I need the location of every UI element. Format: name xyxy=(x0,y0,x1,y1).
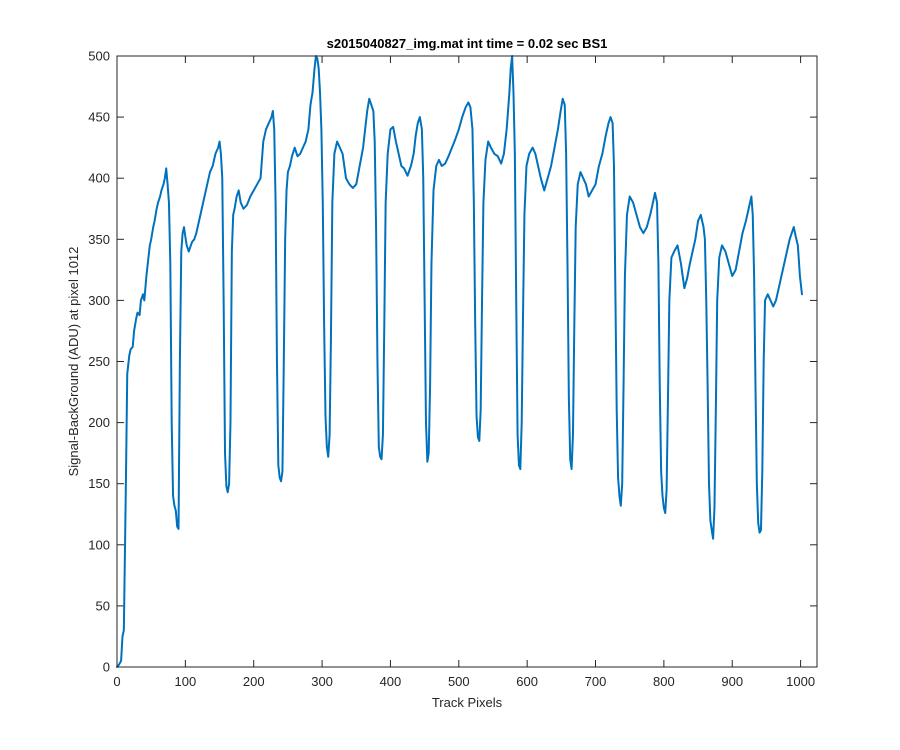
y-axis-label: Signal-BackGround (ADU) at pixel 1012 xyxy=(66,247,81,477)
y-tick-label: 350 xyxy=(88,232,110,247)
x-tick-label: 700 xyxy=(585,674,607,689)
chart-title: s2015040827_img.mat int time = 0.02 sec … xyxy=(327,36,608,51)
x-tick-label: 300 xyxy=(311,674,333,689)
y-tick-label: 100 xyxy=(88,537,110,552)
x-tick-label: 100 xyxy=(175,674,197,689)
y-tick-label: 250 xyxy=(88,354,110,369)
x-tick-label: 0 xyxy=(113,674,120,689)
y-tick-label: 500 xyxy=(88,49,110,64)
x-tick-label: 500 xyxy=(448,674,470,689)
x-tick-label: 200 xyxy=(243,674,265,689)
y-tick-label: 450 xyxy=(88,110,110,125)
x-axis-label: Track Pixels xyxy=(432,695,503,710)
plot-area xyxy=(117,56,817,667)
y-tick-label: 150 xyxy=(88,476,110,491)
y-tick-label: 300 xyxy=(88,293,110,308)
x-tick-label: 400 xyxy=(380,674,402,689)
y-tick-label: 50 xyxy=(96,598,110,613)
x-tick-label: 800 xyxy=(653,674,675,689)
y-tick-label: 200 xyxy=(88,415,110,430)
series-line xyxy=(116,55,803,668)
axis-ticks: 0 100 200 300 400 500 600 700 800 900 1000 0 50 100 15… xyxy=(88,49,817,689)
y-tick-label: 0 xyxy=(103,660,110,675)
axes-box xyxy=(116,55,818,668)
data-series xyxy=(116,55,803,668)
y-tick-label: 400 xyxy=(88,171,110,186)
x-tick-label: 600 xyxy=(516,674,538,689)
x-tick-label: 900 xyxy=(721,674,743,689)
x-tick-label: 1000 xyxy=(786,674,815,689)
